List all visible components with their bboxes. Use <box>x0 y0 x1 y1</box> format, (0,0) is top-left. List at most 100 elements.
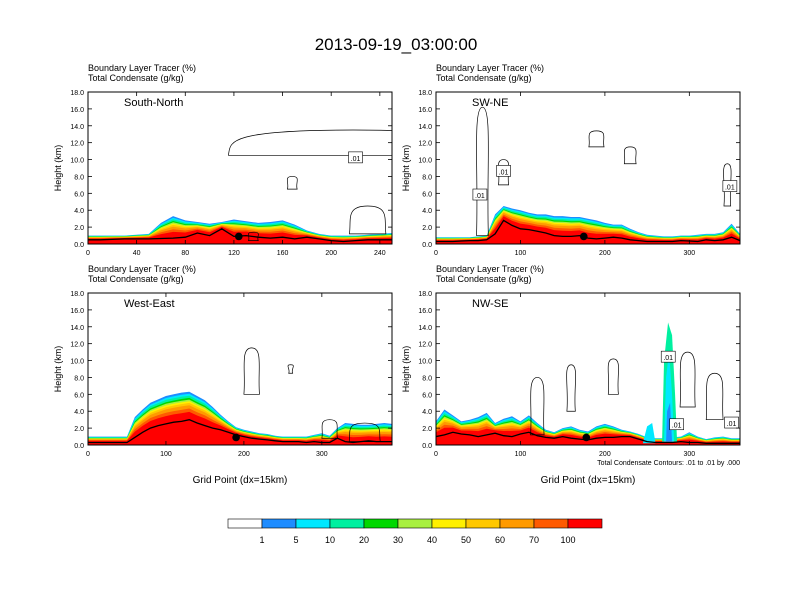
tracer-level-10 <box>436 216 740 244</box>
x-tick-label: 120 <box>228 250 240 257</box>
y-tick-label: 2.0 <box>74 426 84 433</box>
colorbar-box <box>431 518 467 529</box>
colorbar-label: 50 <box>461 535 471 545</box>
y-tick-label: 12.0 <box>70 342 84 349</box>
y-tick-label: 6.0 <box>74 392 84 399</box>
panel-header-tracer: Boundary Layer Tracer (%) <box>436 264 544 274</box>
plot-frame <box>87 91 393 245</box>
panel-header-tracer: Boundary Layer Tracer (%) <box>436 63 544 73</box>
condensate-contour <box>476 106 489 236</box>
y-tick-label: 2.0 <box>74 225 84 232</box>
y-tick-label: 0.0 <box>422 242 432 249</box>
y-tick-label: 18.0 <box>418 90 432 97</box>
y-tick-label: 18.0 <box>70 291 84 298</box>
panel-header-tracer: Boundary Layer Tracer (%) <box>88 264 196 274</box>
surface-marker <box>234 232 243 241</box>
plot-frame <box>435 292 741 446</box>
svg-text:.01: .01 <box>475 193 485 200</box>
svg-text:.01: .01 <box>672 423 682 430</box>
panel-south-north: Boundary Layer Tracer (%)Total Condensat… <box>53 63 393 257</box>
colorbar-label: 10 <box>325 535 335 545</box>
colorbar-box <box>567 518 603 529</box>
plot-area: .01 .01 .01 <box>436 106 740 244</box>
y-tick-label: 12.0 <box>418 141 432 148</box>
panel-west-east: Boundary Layer Tracer (%)Total Condensat… <box>53 264 393 486</box>
colorbar-box <box>397 518 433 529</box>
colorbar-label: 40 <box>427 535 437 545</box>
colorbar-label: 1 <box>259 535 264 545</box>
figure-title: 2013-09-19_03:00:00 <box>315 35 478 54</box>
colorbar-box <box>533 518 569 529</box>
colorbar-box <box>499 518 535 529</box>
x-tick-label: 200 <box>599 451 611 458</box>
panel-header-condensate: Total Condensate (g/kg) <box>88 73 184 83</box>
y-tick-label: 6.0 <box>422 392 432 399</box>
colorbar-box <box>363 518 399 529</box>
x-tick-label: 0 <box>86 451 90 458</box>
x-axis-label: Grid Point (dx=15km) <box>193 475 288 486</box>
condensate-contour <box>723 163 732 207</box>
x-tick-label: 200 <box>238 451 250 458</box>
y-tick-label: 4.0 <box>74 208 84 215</box>
y-tick-label: 14.0 <box>418 325 432 332</box>
x-tick-label: 200 <box>325 250 337 257</box>
x-tick-label: 100 <box>160 451 172 458</box>
colorbar-label: 70 <box>529 535 539 545</box>
y-tick-label: 10.0 <box>70 158 84 165</box>
surface-marker <box>582 433 591 442</box>
panel-header-condensate: Total Condensate (g/kg) <box>436 274 532 284</box>
panel-label: NW-SE <box>472 298 508 310</box>
y-tick-label: 18.0 <box>418 291 432 298</box>
tracer-level-10 <box>88 411 392 445</box>
x-tick-label: 160 <box>277 250 289 257</box>
condensate-contour <box>228 129 392 156</box>
contour-label: .01 <box>348 151 363 164</box>
plot-area: .01 .01 .01 <box>436 322 740 445</box>
x-axis-label: Grid Point (dx=15km) <box>541 475 636 486</box>
y-tick-label: 6.0 <box>74 191 84 198</box>
x-tick-label: 100 <box>515 451 527 458</box>
colorbar: 1 5 10 20 30 40 50 60 70 100 <box>227 518 603 545</box>
svg-text:.01: .01 <box>351 156 361 163</box>
contour-label: .01 <box>496 165 511 177</box>
condensate-contour <box>287 364 294 374</box>
condensate-contour <box>349 205 387 235</box>
colorbar-label: 30 <box>393 535 403 545</box>
colorbar-label: 20 <box>359 535 369 545</box>
contour-label: .01 <box>724 416 739 429</box>
colorbar-box <box>261 518 297 529</box>
colorbar-box <box>329 518 365 529</box>
x-tick-label: 300 <box>683 250 695 257</box>
x-tick-label: 80 <box>181 250 189 257</box>
plot-area: .01 <box>88 129 392 244</box>
condensate-contour <box>705 372 724 421</box>
svg-text:.01: .01 <box>725 185 735 192</box>
svg-text:.01: .01 <box>663 355 673 362</box>
column-side <box>642 423 656 444</box>
y-tick-label: 4.0 <box>74 409 84 416</box>
y-axis-label: Height (km) <box>401 346 411 393</box>
y-tick-label: 16.0 <box>70 107 84 114</box>
y-tick-label: 0.0 <box>422 443 432 450</box>
contour-label: .01 <box>660 350 676 363</box>
y-tick-label: 8.0 <box>74 375 84 382</box>
condensate-contour <box>607 358 619 395</box>
y-axis-label: Height (km) <box>53 145 63 192</box>
y-axis-label: Height (km) <box>401 145 411 192</box>
y-tick-label: 10.0 <box>418 158 432 165</box>
x-tick-label: 200 <box>599 250 611 257</box>
panel-header-condensate: Total Condensate (g/kg) <box>436 73 532 83</box>
condensate-contour <box>348 422 381 442</box>
y-tick-label: 2.0 <box>422 426 432 433</box>
y-tick-label: 10.0 <box>70 359 84 366</box>
svg-text:.01: .01 <box>499 169 509 176</box>
y-tick-label: 12.0 <box>70 141 84 148</box>
y-tick-label: 0.0 <box>74 443 84 450</box>
colorbar-box <box>295 518 331 529</box>
panel-nw-se: Boundary Layer Tracer (%)Total Condensat… <box>401 264 741 486</box>
y-tick-label: 8.0 <box>422 174 432 181</box>
contour-label: .01 <box>472 188 488 201</box>
x-tick-label: 300 <box>316 451 328 458</box>
y-tick-label: 16.0 <box>418 107 432 114</box>
